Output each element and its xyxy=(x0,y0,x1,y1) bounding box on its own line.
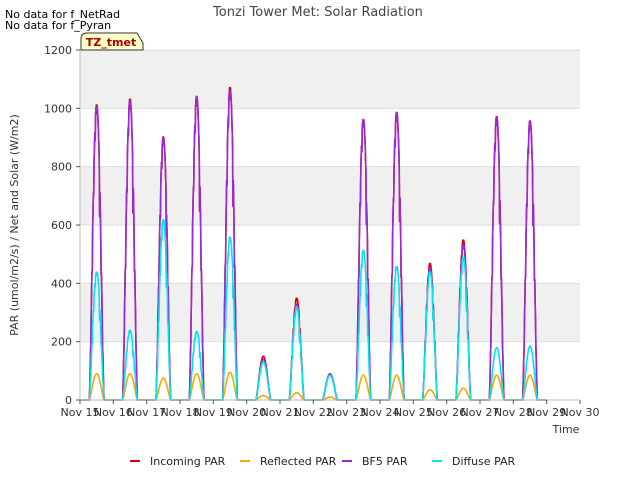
site-badge-label: TZ_tmet xyxy=(86,36,136,49)
plot-band xyxy=(80,50,580,109)
legend-item-bf5-par: BF5 PAR xyxy=(342,455,408,468)
legend-label: BF5 PAR xyxy=(362,455,408,468)
x-tick-label: Nov 24 xyxy=(361,406,400,419)
x-tick-label: Nov 29 xyxy=(527,406,566,419)
x-tick-label: Nov 22 xyxy=(294,406,333,419)
y-axis-ticks: 0 200 400 600 800 1000 1200 xyxy=(44,44,80,407)
x-axis-label: Time xyxy=(552,423,580,436)
legend-item-incoming-par: Incoming PAR xyxy=(130,455,226,468)
legend: Incoming PAR Reflected PAR BF5 PAR Diffuse … xyxy=(130,455,516,468)
chart-title: Tonzi Tower Met: Solar Radiation xyxy=(212,5,423,20)
x-tick-label: Nov 17 xyxy=(127,406,166,419)
plot-band xyxy=(80,166,580,225)
legend-label: Diffuse PAR xyxy=(452,455,516,468)
site-badge-shape xyxy=(80,32,144,51)
x-tick-label: Nov 23 xyxy=(327,406,366,419)
legend-item-reflected-par: Reflected PAR xyxy=(240,455,337,468)
x-tick-label: Nov 26 xyxy=(427,406,466,419)
no-data-notice-netrad: No data for f_NetRad xyxy=(5,8,121,21)
x-tick-label: Nov 20 xyxy=(227,406,266,419)
y-axis-label: PAR (umol/m2/s) / Net and Solar (W/m2) xyxy=(8,114,21,336)
x-tick-label: Nov 19 xyxy=(194,406,233,419)
y-tick-label: 600 xyxy=(51,219,72,232)
x-tick-label: Nov 15 xyxy=(61,406,100,419)
x-tick-label: Nov 18 xyxy=(161,406,200,419)
y-tick-label: 0 xyxy=(65,394,72,407)
x-tick-label: Nov 28 xyxy=(494,406,533,419)
x-tick-label: Nov 16 xyxy=(94,406,133,419)
legend-item-diffuse-par: Diffuse PAR xyxy=(432,455,516,468)
x-tick-label: Nov 25 xyxy=(394,406,433,419)
y-tick-label: 1200 xyxy=(44,44,72,57)
x-tick-label: Nov 30 xyxy=(561,406,600,419)
y-tick-label: 800 xyxy=(51,161,72,174)
x-tick-label: Nov 27 xyxy=(461,406,500,419)
plot-band xyxy=(80,283,580,342)
y-tick-label: 1000 xyxy=(44,102,72,115)
legend-label: Incoming PAR xyxy=(150,455,226,468)
y-tick-label: 400 xyxy=(51,277,72,290)
no-data-notice-pyran: No data for f_Pyran xyxy=(5,19,112,32)
y-tick-label: 200 xyxy=(51,336,72,349)
legend-label: Reflected PAR xyxy=(260,455,337,468)
site-badge: TZ_tmet xyxy=(80,32,144,51)
x-tick-label: Nov 21 xyxy=(261,406,300,419)
